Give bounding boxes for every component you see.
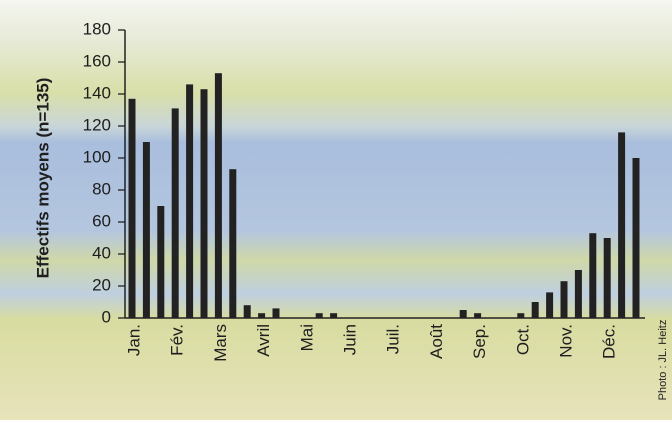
x-tick-label: Fév. [168, 324, 187, 356]
bar [200, 89, 208, 318]
photo-credit: Photo : JL. Heitz [657, 320, 669, 401]
y-tick-label: 40 [92, 243, 111, 262]
y-tick-label: 80 [92, 179, 111, 198]
bar [632, 158, 640, 318]
bar [128, 98, 136, 318]
y-tick-label: 60 [92, 211, 111, 230]
bar [142, 142, 150, 318]
x-tick-label: Sep. [470, 324, 489, 359]
y-tick-label: 100 [83, 147, 111, 166]
y-tick-label: 20 [92, 275, 111, 294]
bar [214, 73, 222, 318]
bar [330, 313, 338, 318]
x-tick-label: Oct. [513, 324, 532, 355]
x-tick-label: Mai [297, 324, 316, 351]
bar [560, 281, 568, 318]
y-tick-label: 160 [83, 51, 111, 70]
bar [157, 206, 165, 318]
bar [546, 292, 554, 318]
bar [474, 313, 482, 318]
x-tick-label: Juil. [384, 324, 403, 354]
bar [574, 270, 582, 318]
x-tick-label: Avril [254, 324, 273, 357]
x-tick-label: Mars [211, 324, 230, 362]
x-tick-label: Jan. [124, 324, 143, 356]
bar [589, 233, 597, 318]
x-tick-label: Août [427, 324, 446, 359]
bar [531, 302, 539, 318]
bar [517, 313, 525, 318]
bar [186, 84, 194, 319]
bar [229, 169, 237, 318]
y-axis-label: Effectifs moyens (n=135) [33, 78, 52, 279]
bar [171, 108, 179, 319]
y-tick-label: 120 [83, 115, 111, 134]
bar [258, 313, 266, 318]
bar [272, 308, 280, 318]
bar [459, 310, 467, 318]
x-tick-label: Juin [340, 324, 359, 355]
bar [618, 132, 626, 318]
bar [315, 313, 323, 318]
bar [243, 305, 251, 318]
y-tick-label: 140 [83, 83, 111, 102]
x-tick-label: Déc. [600, 324, 619, 359]
y-tick-label: 180 [83, 19, 111, 38]
y-tick-label: 0 [102, 307, 111, 326]
bar [603, 238, 611, 318]
x-tick-label: Nov. [556, 324, 575, 358]
